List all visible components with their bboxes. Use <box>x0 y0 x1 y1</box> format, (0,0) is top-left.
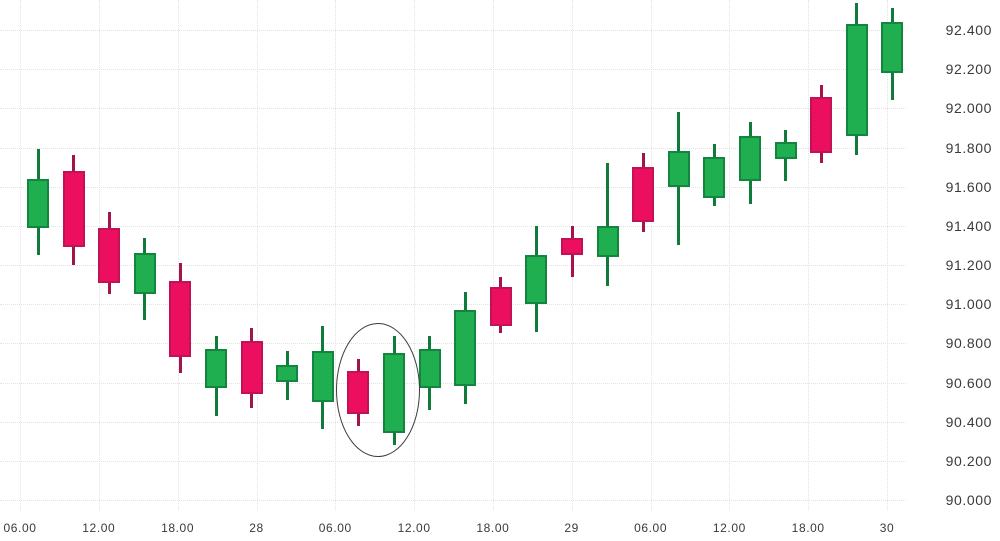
horizontal-gridline <box>0 186 906 188</box>
horizontal-gridline <box>0 500 906 501</box>
vertical-gridline <box>808 0 810 510</box>
horizontal-gridline <box>0 30 906 31</box>
vertical-gridline <box>729 0 731 510</box>
vertical-gridline <box>256 0 258 510</box>
x-tick-label: 12.00 <box>82 521 116 535</box>
candle-wick-up <box>606 163 610 287</box>
candle-body-up <box>739 135 761 181</box>
candle-body-up <box>311 351 334 403</box>
x-tick-label: 06.00 <box>318 521 352 535</box>
x-tick-label: 18.00 <box>161 521 195 535</box>
candle-body-down <box>632 167 655 222</box>
y-tick-label: 91.400 <box>945 217 992 234</box>
horizontal-gridline <box>0 108 906 110</box>
horizontal-gridline <box>0 343 906 345</box>
horizontal-gridline <box>0 460 906 462</box>
x-tick-label: 06.00 <box>634 521 668 535</box>
candle-body-up <box>845 24 868 136</box>
horizontal-gridline <box>0 421 906 423</box>
x-tick-label: 12.00 <box>397 521 431 535</box>
y-tick-label: 91.800 <box>945 139 992 156</box>
vertical-gridline <box>335 0 337 510</box>
candle-body-down <box>98 227 121 283</box>
y-tick-label: 90.400 <box>945 413 992 430</box>
candle-body-up <box>454 310 477 387</box>
candle-body-up <box>27 178 49 228</box>
vertical-gridline <box>650 0 652 510</box>
candle-body-up <box>205 349 227 389</box>
candle-body-up <box>133 253 156 295</box>
horizontal-gridline <box>0 147 906 149</box>
y-tick-label: 91.200 <box>945 257 992 273</box>
y-tick-label: 91.600 <box>945 178 992 195</box>
y-tick-label: 90.200 <box>945 452 992 469</box>
y-tick-label: 90.000 <box>945 492 992 508</box>
candle-body-up <box>525 255 548 305</box>
y-tick-label: 90.800 <box>945 335 992 352</box>
candle-body-down <box>169 280 192 358</box>
candle-body-up <box>881 22 904 73</box>
vertical-gridline <box>414 0 416 510</box>
candle-body-down <box>561 237 583 256</box>
y-tick-label: 92.000 <box>945 100 992 117</box>
candle-body-down <box>489 286 512 326</box>
candle-body-up <box>703 157 726 199</box>
vertical-gridline <box>492 0 494 510</box>
vertical-gridline <box>887 0 888 510</box>
x-tick-label: 30 <box>879 521 895 535</box>
y-tick-label: 92.200 <box>945 61 992 78</box>
candle-body-up <box>667 151 690 187</box>
horizontal-gridline <box>0 265 906 266</box>
candle-body-up <box>418 349 441 389</box>
x-tick-label: 29 <box>564 521 579 535</box>
x-tick-label: 18.00 <box>476 521 510 535</box>
x-tick-label: 12.00 <box>712 521 746 535</box>
candle-body-up <box>596 225 619 258</box>
candle-body-down <box>810 96 833 154</box>
vertical-gridline <box>177 0 179 510</box>
candle-body-down <box>240 341 263 395</box>
y-tick-label: 91.000 <box>945 296 992 313</box>
y-tick-label: 92.400 <box>945 22 992 38</box>
candle-body-up <box>774 141 797 160</box>
candle-body-down <box>62 171 85 248</box>
horizontal-gridline <box>0 225 906 227</box>
horizontal-gridline <box>0 304 906 306</box>
horizontal-gridline <box>0 69 906 71</box>
y-tick-label: 90.600 <box>945 374 992 391</box>
x-tick-label: 18.00 <box>791 521 825 535</box>
ellipse-annotation <box>336 323 421 458</box>
x-tick-label: 06.00 <box>3 521 37 535</box>
horizontal-gridline <box>0 382 906 384</box>
candle-body-up <box>276 364 299 383</box>
x-tick-label: 28 <box>249 521 264 535</box>
vertical-gridline <box>20 0 21 510</box>
